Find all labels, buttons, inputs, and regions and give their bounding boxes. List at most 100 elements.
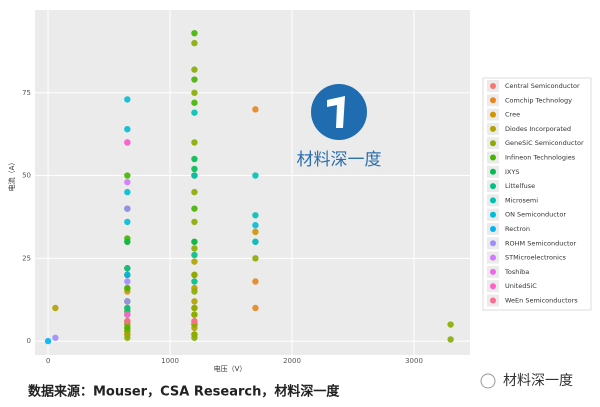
point bbox=[124, 278, 131, 285]
point bbox=[124, 334, 131, 341]
source-note: 数据来源：Mouser，CSA Research，材料深一度 bbox=[28, 384, 340, 400]
point bbox=[124, 271, 131, 279]
point bbox=[191, 109, 198, 116]
legend-label: WeEn Semiconductors bbox=[505, 297, 578, 305]
point bbox=[191, 298, 198, 305]
point bbox=[44, 337, 52, 345]
point bbox=[191, 218, 198, 226]
legend-swatch bbox=[490, 297, 496, 304]
legend bbox=[482, 77, 592, 311]
legend-label: Toshiba bbox=[504, 268, 529, 276]
wechat-name: 材料深一度 bbox=[503, 373, 573, 389]
legend-swatch bbox=[490, 211, 496, 218]
legend-swatch bbox=[490, 283, 496, 290]
legend-swatch bbox=[490, 197, 496, 204]
x-axis-label: 电压（V） bbox=[214, 364, 247, 373]
legend-swatch bbox=[490, 254, 496, 261]
legend-label: Central Semiconductor bbox=[505, 82, 580, 90]
legend-label: ON Semiconductor bbox=[505, 211, 566, 219]
point bbox=[191, 188, 198, 196]
x-tick-label: 2000 bbox=[283, 357, 301, 365]
point bbox=[191, 331, 198, 338]
point bbox=[191, 89, 198, 96]
point bbox=[124, 96, 131, 103]
legend-label: GeneSiC Semiconductor bbox=[505, 139, 584, 147]
y-tick-label: 75 bbox=[22, 89, 31, 97]
point bbox=[124, 188, 131, 196]
point bbox=[191, 245, 198, 252]
point bbox=[124, 139, 131, 146]
point bbox=[191, 155, 198, 163]
point bbox=[191, 205, 198, 212]
point bbox=[191, 139, 198, 146]
point bbox=[252, 304, 259, 312]
point bbox=[52, 304, 59, 312]
point bbox=[252, 278, 259, 285]
point bbox=[124, 238, 131, 245]
point bbox=[191, 238, 198, 245]
point bbox=[124, 125, 131, 133]
plot-panel bbox=[35, 10, 470, 355]
legend-label: ROHM Semiconductor bbox=[505, 239, 576, 247]
legend-label: STMicroelectronics bbox=[505, 254, 567, 262]
legend-swatch bbox=[490, 226, 496, 232]
point bbox=[252, 212, 259, 219]
point bbox=[124, 205, 131, 212]
x-tick-label: 1000 bbox=[161, 357, 179, 365]
point bbox=[52, 334, 59, 341]
legend-swatch bbox=[490, 111, 496, 118]
legend-label: Comchip Technology bbox=[505, 96, 572, 104]
y-axis-label: 电流（A） bbox=[7, 159, 16, 192]
point bbox=[191, 251, 198, 259]
point bbox=[252, 172, 259, 179]
x-tick-label: 0 bbox=[46, 357, 50, 365]
y-tick-label: 25 bbox=[22, 254, 31, 262]
watermark-logo bbox=[311, 84, 367, 140]
legend-label: Microsemi bbox=[505, 196, 538, 204]
y-tick-label: 0 bbox=[27, 337, 31, 345]
legend-swatch bbox=[490, 97, 496, 104]
point bbox=[124, 284, 131, 292]
point bbox=[191, 258, 198, 265]
legend-swatch bbox=[490, 268, 496, 275]
legend-label: Diodes Incorporated bbox=[505, 125, 571, 133]
point bbox=[124, 172, 131, 179]
point bbox=[252, 222, 259, 229]
legend-label: Cree bbox=[505, 111, 520, 119]
y-tick-label: 50 bbox=[22, 172, 31, 180]
legend-swatch bbox=[490, 240, 496, 247]
legend-swatch bbox=[490, 140, 496, 147]
point bbox=[447, 336, 454, 343]
point bbox=[191, 288, 198, 295]
point bbox=[447, 321, 454, 328]
point bbox=[191, 318, 198, 325]
legend-swatch bbox=[490, 83, 496, 89]
point bbox=[124, 218, 131, 226]
watermark: 材料深一度 bbox=[297, 150, 382, 170]
legend-label: IXYS bbox=[505, 168, 519, 176]
point bbox=[191, 39, 198, 47]
point bbox=[124, 304, 131, 312]
point bbox=[191, 99, 198, 106]
point bbox=[252, 255, 259, 262]
point bbox=[191, 172, 198, 179]
point bbox=[191, 76, 198, 83]
legend-swatch bbox=[490, 154, 496, 161]
point bbox=[252, 106, 259, 113]
legend-label: Rectron bbox=[505, 225, 530, 233]
legend-label: Infineon Technologies bbox=[505, 154, 576, 162]
point bbox=[124, 265, 131, 272]
point bbox=[191, 278, 198, 285]
point bbox=[191, 66, 198, 73]
point bbox=[191, 271, 198, 279]
point bbox=[124, 324, 131, 332]
legend-swatch bbox=[490, 168, 496, 175]
point bbox=[124, 311, 131, 318]
point bbox=[124, 178, 131, 186]
point bbox=[252, 228, 259, 236]
point bbox=[191, 29, 198, 37]
point bbox=[191, 165, 198, 173]
point bbox=[191, 304, 198, 312]
x-tick-label: 3000 bbox=[405, 357, 423, 365]
